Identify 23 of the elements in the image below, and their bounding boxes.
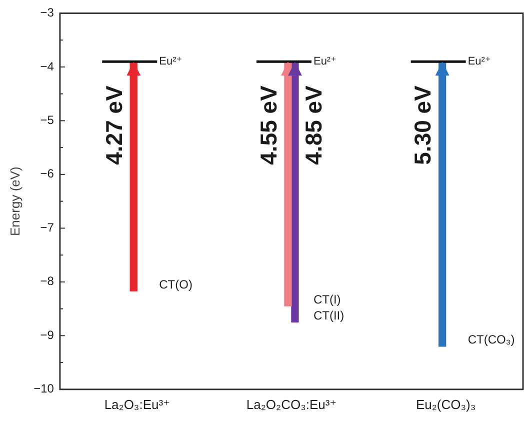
annotation: Eu²⁺ — [468, 56, 491, 68]
y-axis-title: Energy (eV) — [7, 166, 22, 236]
data-label: 4.27 eV — [100, 84, 127, 165]
y-tick-label: −5 — [40, 113, 54, 127]
x-tick-label: La₂O₃:Eu³⁺ — [104, 396, 170, 412]
annotation: CT(II) — [313, 308, 344, 323]
annotation: Eu²⁺ — [313, 56, 337, 68]
annotation: Eu²⁺ — [159, 56, 182, 68]
annotation: CT(I) — [313, 292, 341, 306]
y-tick-label: −3 — [40, 6, 54, 20]
data-label: 4.55 eV — [255, 84, 282, 165]
y-tick-label: −4 — [40, 59, 54, 74]
y-tick-label: −10 — [34, 382, 54, 396]
annotation: CT(CO₃) — [468, 332, 515, 347]
annotation: CT(O) — [159, 277, 192, 292]
data-label: 5.30 eV — [410, 84, 436, 165]
x-tick-label: Eu₂(CO₃)₃ — [416, 396, 476, 412]
data-label: 4.85 eV — [300, 84, 326, 165]
x-tick-label: La₂O₂CO₃:Eu³⁺ — [246, 396, 337, 412]
y-tick-label: −8 — [40, 274, 54, 288]
y-tick-label: −9 — [40, 328, 54, 342]
y-tick-label: −6 — [40, 166, 54, 181]
y-tick-label: −7 — [40, 220, 54, 234]
